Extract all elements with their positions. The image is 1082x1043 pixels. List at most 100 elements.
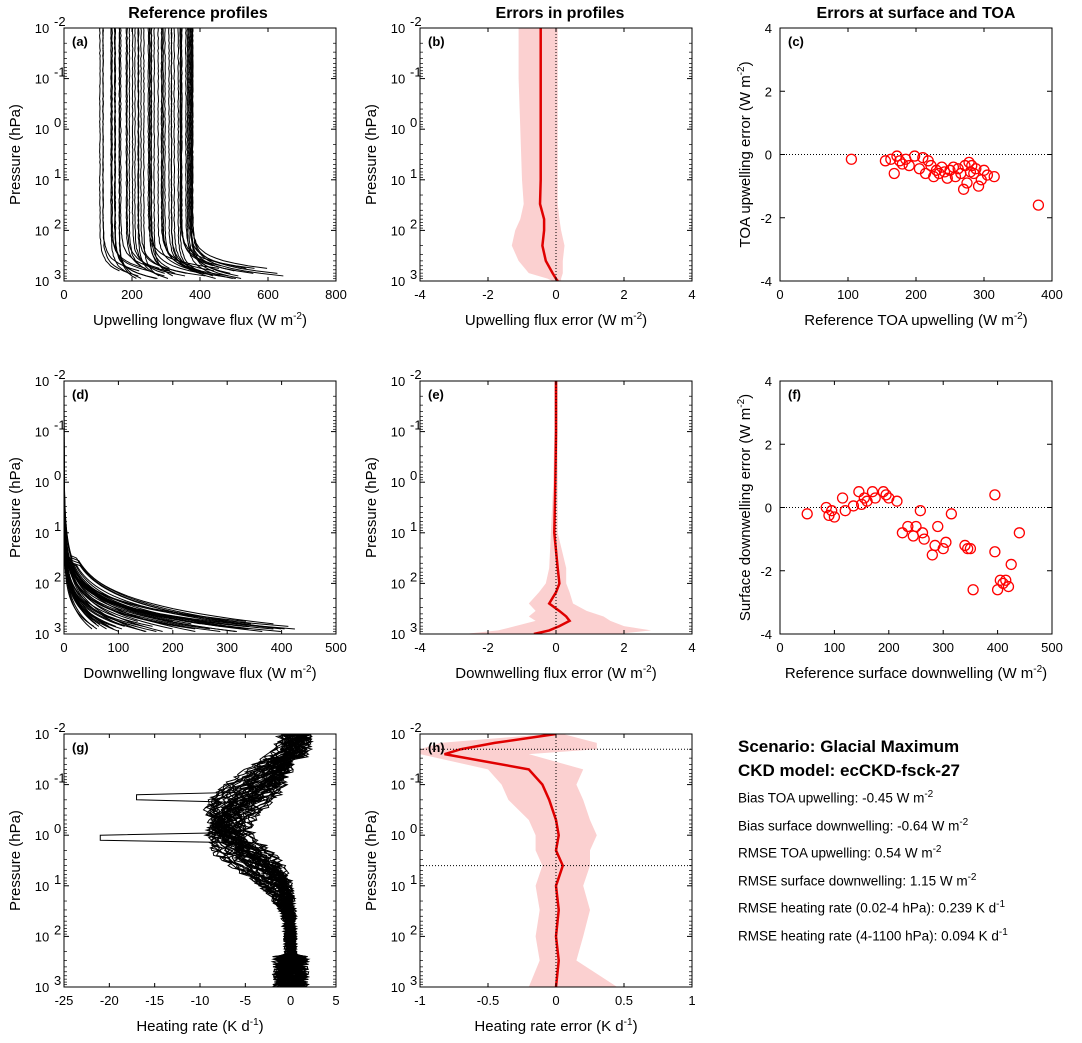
profile-line-a (161, 28, 215, 272)
x-axis-label-end: ) (642, 312, 647, 329)
profile-line-a (143, 28, 160, 277)
y-tick-exp-e: -2 (410, 367, 422, 382)
scatter-point-f (989, 546, 1001, 558)
x-tick-label-c: 200 (905, 287, 927, 302)
panel-h: -1 -0.5 0 0.5 1 10 -2 10 -1 10 0 10 1 10 2 10 3 Heating r… (363, 720, 696, 1035)
y-tick-label-h: 10 (391, 727, 405, 742)
y-axis-label-sup: -2 (736, 398, 747, 407)
profile-line-d (64, 381, 237, 632)
y-tick-exp-g: 2 (54, 922, 61, 937)
y-tick-label-b: 10 (391, 223, 405, 238)
x-tick-label-h: -1 (414, 993, 426, 1008)
col-title-reference: Reference profiles (128, 5, 268, 22)
x-axis-label-end: ) (259, 1018, 264, 1035)
profile-line-g (206, 734, 309, 987)
y-tick-exp-b: 2 (410, 216, 417, 231)
info-line-text: Bias TOA upwelling: -0.45 W m (738, 790, 925, 806)
y-tick-exp-d: 1 (54, 519, 61, 534)
profile-line-a (187, 28, 231, 274)
panel-a: 0 200 400 600 800 10 -2 10 -1 10 0 10 1 10 2 10 3 Upwelli… (7, 14, 347, 329)
y-tick-exp-e: 3 (410, 620, 417, 635)
scatter-point-c (981, 169, 994, 181)
col-title-errors-surface-toa: Errors at surface and TOA (817, 5, 1016, 22)
x-axis-label-sup: -2 (1033, 664, 1042, 675)
x-tick-label-b: -2 (482, 287, 494, 302)
scatter-point-f (880, 489, 892, 501)
x-axis-label-end: ) (1042, 665, 1047, 682)
y-tick-label-b: 10 (391, 122, 405, 137)
info-line-sup: -1 (998, 926, 1008, 938)
y-tick-label-b: 10 (391, 21, 405, 36)
y-axis-label-end: ) (737, 394, 754, 399)
profile-line-a (164, 28, 207, 274)
panel-e: -4 -2 0 2 4 10 -2 10 -1 10 0 10 1 10 2 10 3 Downwelling f… (363, 367, 696, 682)
profile-line-a (140, 28, 187, 274)
profile-line-a (126, 28, 160, 269)
scatter-point-f (858, 492, 870, 504)
scatter-point-f (926, 549, 938, 561)
y-tick-exp-g: 0 (54, 821, 61, 836)
profile-line-a (153, 28, 174, 277)
x-axis-label-end: ) (633, 1018, 638, 1035)
y-axis-label-text: Surface downwelling error (W m (737, 408, 754, 621)
x-tick-label-b: 4 (688, 287, 695, 302)
profile-line-a (128, 28, 165, 277)
y-tick-exp-d: 2 (54, 569, 61, 584)
scatter-point-f (910, 520, 922, 533)
y-tick-exp-a: -2 (54, 14, 66, 29)
mean-error-line-e (533, 381, 572, 634)
y-tick-exp-a: -1 (54, 65, 66, 80)
y-tick-label-g: 10 (35, 727, 49, 742)
profile-line-a (118, 28, 142, 279)
y-tick-exp-g: 1 (54, 872, 61, 887)
y-tick-exp-a: 3 (54, 267, 61, 282)
scatter-point-c (957, 183, 970, 195)
x-tick-label-g: -15 (145, 993, 164, 1008)
x-tick-label-g: -25 (55, 993, 74, 1008)
x-axis-label-sup: -2 (293, 311, 302, 322)
scatter-point-f (866, 486, 879, 498)
x-axis-label-d: Downwelling longwave flux (W m-2) (83, 664, 316, 682)
info-line-text: RMSE surface downwelling: 1.15 W m (738, 873, 968, 888)
x-tick-label-d: 0 (60, 640, 67, 655)
scatter-point-f (801, 508, 813, 520)
scatter-point-f (907, 530, 919, 542)
info-line-sup: -1 (996, 899, 1006, 910)
x-axis-label-f: Reference surface downwelling (W m-2) (785, 664, 1047, 682)
y-tick-exp-b: 3 (410, 267, 417, 282)
profile-line-a (173, 28, 189, 267)
plot-area-c (780, 150, 1052, 211)
y-tick-exp-h: 0 (410, 821, 417, 836)
profile-line-a (125, 28, 141, 267)
mean-error-line-b (538, 28, 559, 281)
y-tick-exp-a: 0 (54, 115, 61, 130)
y-tick-label-d: 10 (35, 374, 49, 389)
y-tick-label-a: 10 (35, 173, 49, 188)
y-tick-exp-d: -2 (54, 367, 66, 382)
y-tick-label-c: -4 (760, 274, 772, 289)
scatter-point-f (945, 508, 958, 520)
scatter-point-f (989, 489, 1001, 501)
profile-line-a (111, 28, 149, 272)
profile-line-a (134, 28, 165, 274)
scatter-point-c (908, 150, 921, 162)
profile-line-a (191, 28, 284, 277)
y-tick-exp-g: -1 (54, 771, 66, 786)
plot-area-e (464, 381, 652, 634)
scatter-point-f (853, 486, 865, 498)
x-axis-label-sup: -1 (624, 1017, 633, 1028)
y-tick-label-g: 10 (35, 778, 49, 793)
profile-line-g (217, 734, 308, 987)
x-tick-label-c: 300 (973, 287, 995, 302)
y-tick-label-d: 10 (35, 627, 49, 642)
x-tick-label-e: -2 (482, 640, 494, 655)
scatter-point-f (896, 527, 909, 539)
error-band-b (511, 28, 565, 281)
y-axis-label-c: TOA upwelling error (W m-2) (736, 61, 754, 247)
x-tick-label-e: -4 (414, 640, 426, 655)
profile-line-a (147, 28, 220, 269)
info-line-text: RMSE TOA upwelling: 0.54 W m (738, 845, 933, 861)
x-axis-label-sup: -2 (633, 311, 642, 322)
y-tick-exp-h: 3 (410, 973, 417, 988)
x-tick-label-e: 4 (688, 640, 695, 655)
